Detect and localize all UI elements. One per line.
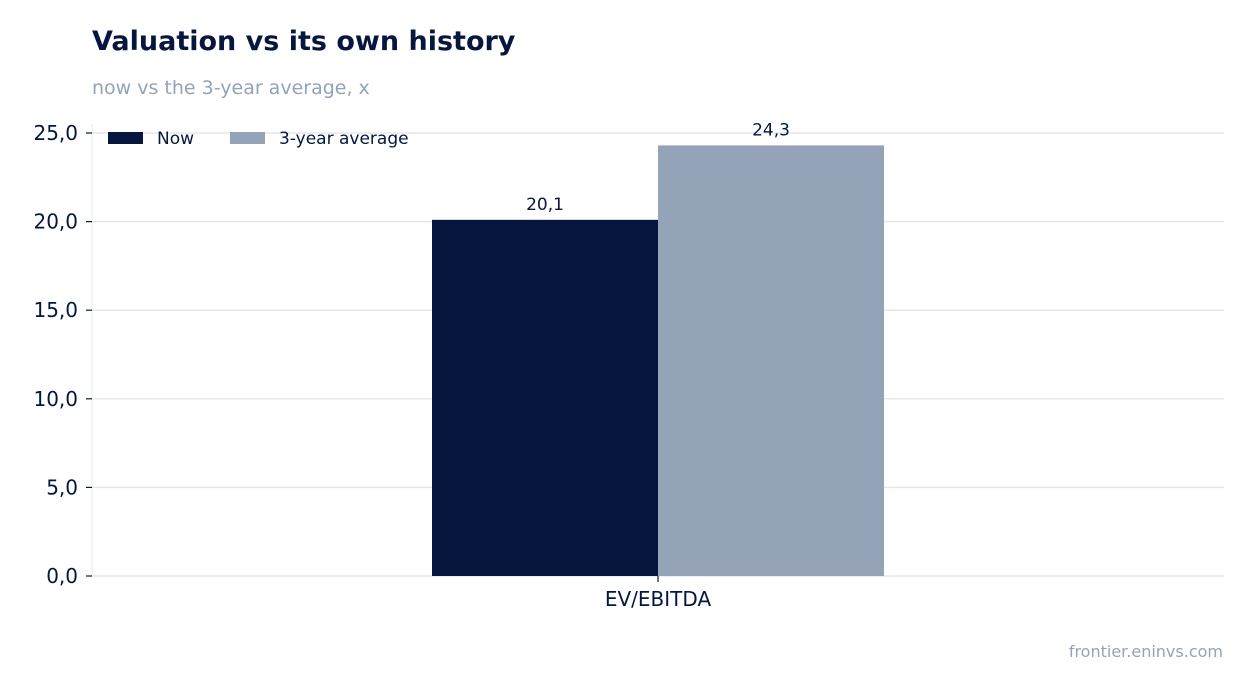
x-tick-label: EV/EBITDA (605, 587, 712, 611)
legend-label: Now (157, 129, 194, 149)
y-axis: 0,0 5,0 10,0 15,0 20,0 25,0 (33, 121, 92, 588)
bar (432, 219, 658, 576)
y-tick-label: 25,0 (33, 121, 78, 145)
legend-label: 3-year average (279, 129, 409, 149)
source-credit: frontier.eninvs.com (1068, 642, 1223, 661)
bars: 20,1 24,3 (432, 120, 884, 577)
data-label: 24,3 (752, 120, 790, 140)
x-axis: EV/EBITDA (605, 576, 712, 611)
y-tick-label: 15,0 (33, 298, 78, 322)
bar (658, 145, 884, 577)
y-tick-label: 10,0 (33, 387, 78, 411)
legend: Now 3-year average (108, 129, 409, 149)
legend-swatch (230, 132, 265, 144)
y-tick-label: 5,0 (46, 475, 78, 499)
y-tick-label: 20,0 (33, 210, 78, 234)
y-tick-label: 0,0 (46, 564, 78, 588)
data-label: 20,1 (526, 195, 564, 215)
chart-title: Valuation vs its own history (92, 26, 516, 57)
legend-swatch (108, 132, 143, 144)
chart-subtitle: now vs the 3-year average, x (92, 77, 370, 99)
